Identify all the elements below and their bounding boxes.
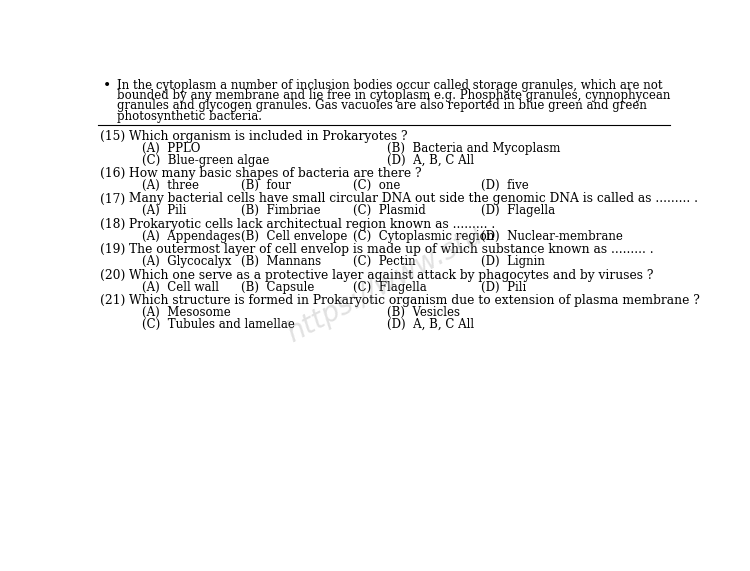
Text: (18): (18) [100, 218, 125, 231]
Text: photosynthetic bacteria.: photosynthetic bacteria. [117, 110, 262, 123]
Text: (D)  Flagella: (D) Flagella [482, 204, 555, 218]
Text: (A)  PPLO: (A) PPLO [142, 142, 200, 155]
Text: (A)  Mesosome: (A) Mesosome [142, 306, 230, 319]
Text: (C)  Flagella: (C) Flagella [353, 281, 428, 293]
Text: (A)  Pili: (A) Pili [142, 204, 186, 218]
Text: (D)  A, B, C All: (D) A, B, C All [387, 317, 474, 331]
Text: (C)  Blue-green algae: (C) Blue-green algae [142, 154, 269, 167]
Text: (A)  Appendages: (A) Appendages [142, 230, 240, 243]
Text: (A)  Glycocalyx: (A) Glycocalyx [142, 255, 231, 268]
Text: (19): (19) [100, 243, 125, 256]
Text: Which structure is formed in Prokaryotic organism due to extension of plasma mem: Which structure is formed in Prokaryotic… [130, 294, 701, 307]
Text: (16): (16) [100, 167, 125, 180]
Text: (D)  five: (D) five [482, 179, 529, 192]
Text: bounded by any membrane and lie free in cytoplasm e.g. Phosphate granules, cynno: bounded by any membrane and lie free in … [117, 89, 670, 102]
Text: (C)  Plasmid: (C) Plasmid [353, 204, 426, 218]
Text: (D)  Pili: (D) Pili [482, 281, 526, 293]
Text: (C)  Cytoplasmic region: (C) Cytoplasmic region [353, 230, 495, 243]
Text: Prokaryotic cells lack architectual region known as ......... .: Prokaryotic cells lack architectual regi… [130, 218, 496, 231]
Text: •: • [103, 79, 111, 93]
Text: (17): (17) [100, 192, 125, 206]
Text: In the cytoplasm a number of inclusion bodies occur called storage granules, whi: In the cytoplasm a number of inclusion b… [117, 79, 662, 91]
Text: Which organism is included in Prokaryotes ?: Which organism is included in Prokaryote… [130, 130, 408, 143]
Text: (C)  one: (C) one [353, 179, 401, 192]
Text: (20): (20) [100, 269, 125, 282]
Text: (A)  three: (A) three [142, 179, 199, 192]
Text: Many bacterial cells have small circular DNA out side the genomic DNA is called : Many bacterial cells have small circular… [130, 192, 698, 206]
Text: https://www.stu: https://www.stu [281, 222, 488, 348]
Text: (B)  Mannans: (B) Mannans [241, 255, 321, 268]
Text: (B)  four: (B) four [241, 179, 291, 192]
Text: (B)  Vesicles: (B) Vesicles [387, 306, 460, 319]
Text: (15): (15) [100, 130, 125, 143]
Text: (21): (21) [100, 294, 125, 307]
Text: (B)  Cell envelope: (B) Cell envelope [241, 230, 347, 243]
Text: (D)  Nuclear-membrane: (D) Nuclear-membrane [482, 230, 623, 243]
Text: (A)  Cell wall: (A) Cell wall [142, 281, 219, 293]
Text: (D)  A, B, C All: (D) A, B, C All [387, 154, 474, 167]
Text: Which one serve as a protective layer against attack by phagocytes and by viruse: Which one serve as a protective layer ag… [130, 269, 654, 282]
Text: (C)  Tubules and lamellae: (C) Tubules and lamellae [142, 317, 295, 331]
Text: The outermost layer of cell envelop is made up of which substance known as .....: The outermost layer of cell envelop is m… [130, 243, 654, 256]
Text: (C)  Pectin: (C) Pectin [353, 255, 416, 268]
Text: (B)  Capsule: (B) Capsule [241, 281, 314, 293]
Text: How many basic shapes of bacteria are there ?: How many basic shapes of bacteria are th… [130, 167, 422, 180]
Text: (B)  Bacteria and Mycoplasm: (B) Bacteria and Mycoplasm [387, 142, 560, 155]
Text: (D)  Lignin: (D) Lignin [482, 255, 545, 268]
Text: (B)  Fimbriae: (B) Fimbriae [241, 204, 321, 218]
Text: granules and glycogen granules. Gas vacuoles are also reported in blue green and: granules and glycogen granules. Gas vacu… [117, 99, 646, 112]
